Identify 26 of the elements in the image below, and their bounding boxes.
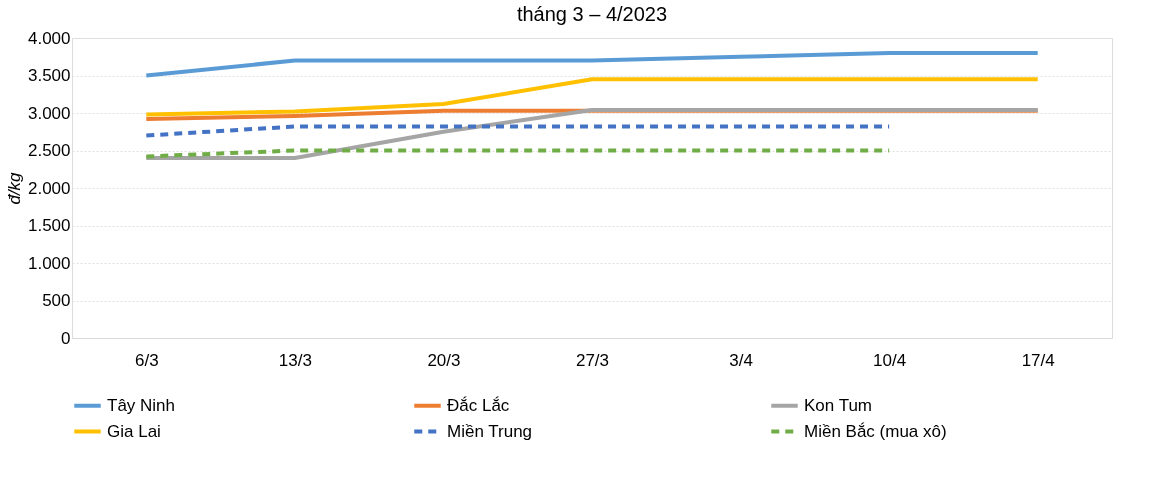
chart-title: tháng 3 – 4/2023 (516, 3, 668, 25)
y-tick-label: 4.000 (27, 28, 71, 48)
y-tick-label: 3.000 (27, 103, 71, 123)
x-tick-label: 27/3 (575, 350, 610, 370)
y-axis-title: đ/kg (4, 171, 24, 205)
line-series (144, 51, 1040, 78)
y-tick-label: 2.500 (27, 141, 71, 160)
x-tick-label: 3/4 (729, 350, 753, 370)
x-tick-label: 6/3 (134, 350, 159, 370)
y-tick-label: 0 (61, 328, 71, 348)
y-tick-label: 1.500 (27, 216, 71, 235)
y-tick-label: 2.000 (27, 178, 71, 198)
y-tick-label: 3.500 (27, 66, 71, 85)
legend-label: Tây Ninh (107, 395, 176, 415)
legend-label: Miền Trung (447, 421, 533, 441)
x-tick-label: 13/3 (278, 350, 312, 370)
legend-label: Kon Tum (804, 395, 873, 415)
x-tick-label: 20/3 (427, 350, 461, 370)
legend-label: Miền Bắc (mua xô) (804, 421, 947, 441)
legend-label: Đắc Lắc (447, 395, 510, 415)
x-tick-label: 10/4 (873, 350, 907, 370)
line-series (144, 77, 1040, 117)
y-tick-label: 1.000 (27, 253, 71, 273)
x-tick-label: 17/4 (1021, 350, 1055, 370)
y-tick-label: 500 (42, 291, 71, 310)
legend-label: Gia Lai (107, 421, 161, 441)
